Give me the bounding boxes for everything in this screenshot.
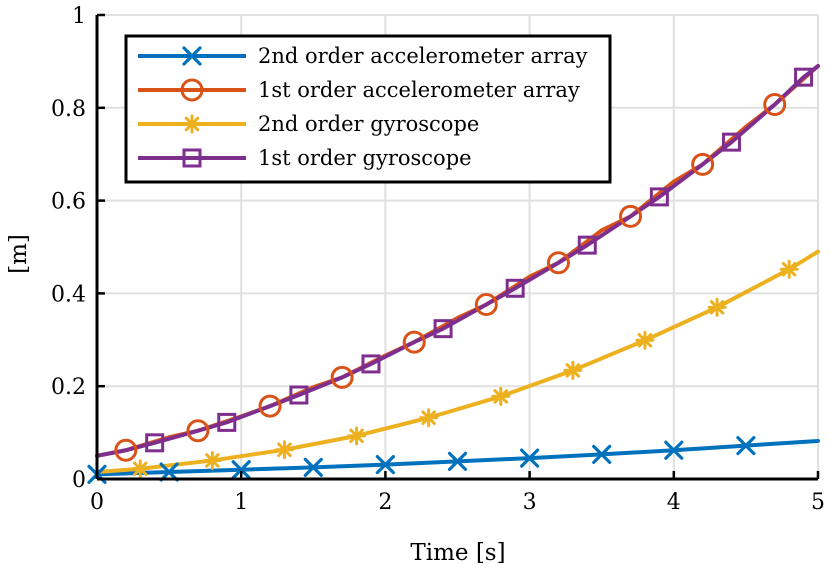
series-2-point-7 xyxy=(635,330,655,350)
y-tick-label-5: 1 xyxy=(72,4,86,29)
legend: 2nd order accelerometer array 1st order a… xyxy=(124,34,612,184)
legend-item-3: 1st order gyroscope xyxy=(138,146,472,170)
series-line-3 xyxy=(95,64,820,458)
series-3-point-6 xyxy=(577,235,597,255)
series-1-point-6 xyxy=(546,251,570,275)
x-tick-label-1: 1 xyxy=(234,490,248,515)
series-0-point-6 xyxy=(519,448,540,468)
series-1-point-8 xyxy=(691,152,715,176)
x-tick-label-3: 3 xyxy=(523,490,537,515)
series-2-point-8 xyxy=(707,297,727,317)
y-axis-label: [m] xyxy=(6,234,32,274)
legend-label-0: 2nd order accelerometer array xyxy=(258,44,588,68)
x-tick-label-4: 4 xyxy=(667,490,681,515)
series-0-point-4 xyxy=(375,455,395,475)
series-3-point-9 xyxy=(794,67,814,87)
legend-label-2: 2nd order gyroscope xyxy=(258,112,479,136)
series-2-point-4 xyxy=(419,408,439,428)
y-tick-label-0: 0 xyxy=(72,468,86,493)
series-3-point-3 xyxy=(361,354,381,374)
legend-marker-0 xyxy=(182,46,202,66)
x-tick-label-0: 0 xyxy=(90,490,104,515)
series-0-point-5 xyxy=(447,451,468,471)
series-2-point-3 xyxy=(347,426,367,446)
legend-marker-1 xyxy=(180,78,204,102)
series-1-point-3 xyxy=(330,365,354,389)
legend-label-1: 1st order accelerometer array xyxy=(258,78,580,102)
series-1-point-5 xyxy=(474,293,498,317)
series-0-point-9 xyxy=(736,435,756,456)
legend-label-3: 1st order gyroscope xyxy=(258,146,472,170)
legend-marker-2 xyxy=(182,114,202,134)
series-2-point-6 xyxy=(563,360,583,380)
series-0-point-8 xyxy=(664,440,684,460)
series-0-point-3 xyxy=(303,457,323,477)
series-3-point-1 xyxy=(217,412,237,432)
series-0-point-7 xyxy=(592,444,612,465)
legend-item-0: 2nd order accelerometer array xyxy=(138,44,588,68)
series-3-point-4 xyxy=(433,319,453,339)
x-axis-label: Time [s] xyxy=(410,540,505,566)
series-2-point-9 xyxy=(779,259,799,279)
series-markers xyxy=(87,67,814,484)
series-1-point-9 xyxy=(763,93,787,117)
series-2-point-1 xyxy=(202,450,222,470)
legend-item-1: 1st order accelerometer array xyxy=(138,78,580,102)
series-1-point-1 xyxy=(186,419,210,443)
series-3-point-2 xyxy=(289,385,309,405)
axes xyxy=(95,15,818,481)
legend-marker-3 xyxy=(182,148,202,168)
series-0-point-2 xyxy=(231,460,251,480)
series-1-point-7 xyxy=(619,204,643,228)
series-3-point-8 xyxy=(721,132,741,152)
series-3-point-7 xyxy=(649,187,669,207)
y-tick-label-3: 0.6 xyxy=(51,190,86,215)
series-2-point-5 xyxy=(491,386,511,406)
y-tick-label-1: 0.2 xyxy=(51,375,86,400)
series-0-point-1 xyxy=(159,462,179,482)
legend-item-2: 2nd order gyroscope xyxy=(138,112,479,136)
series-3-point-5 xyxy=(505,278,525,298)
y-tick-label-4: 0.8 xyxy=(51,97,86,122)
x-tick-label-5: 5 xyxy=(811,490,825,515)
series-line-2 xyxy=(95,249,820,475)
x-tick-label-2: 2 xyxy=(378,490,392,515)
series-3-point-0 xyxy=(145,433,165,453)
series-2-point-0 xyxy=(130,459,150,479)
series-1-point-4 xyxy=(402,330,426,354)
ticks: 0 1 2 3 4 5 0 0.2 0.4 0.6 0.8 1 xyxy=(51,4,825,515)
series-1-point-0 xyxy=(114,438,138,462)
y-tick-label-2: 0.4 xyxy=(51,282,86,307)
series-1-point-2 xyxy=(258,394,282,418)
series-2-point-2 xyxy=(274,440,294,460)
